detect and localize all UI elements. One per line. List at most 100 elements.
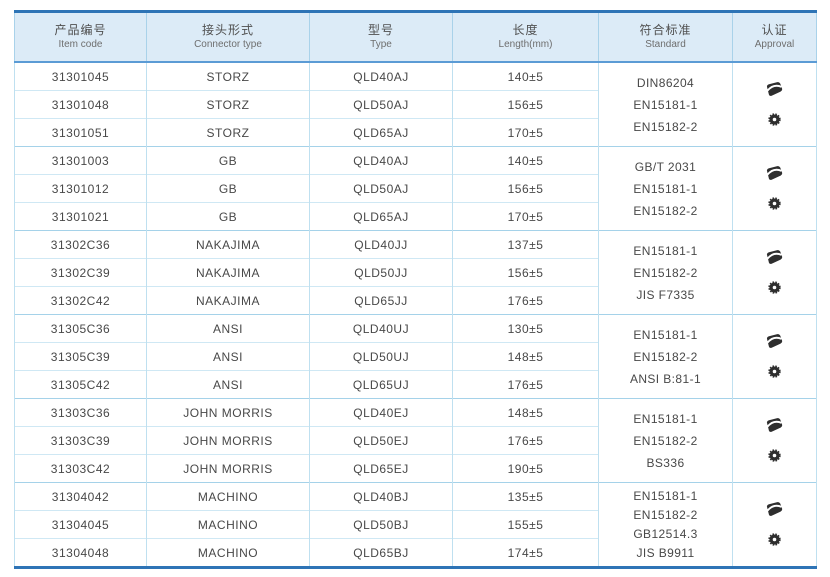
table-row: 31303C42 JOHN MORRIS QLD65EJ 190±5 <box>14 454 817 483</box>
column-header-approval: 认证 Approval <box>732 11 817 63</box>
cert-logo-icon <box>765 165 784 182</box>
standards-cell: EN15181-1 EN15182-2 ANSI B:81-1 <box>598 314 733 399</box>
item-code-cell: 31304045 <box>14 510 147 539</box>
connector-type-cell: JOHN MORRIS <box>146 398 310 427</box>
header-zh: 型号 <box>367 23 394 37</box>
connector-type-cell: MACHINO <box>146 510 310 539</box>
type-cell: QLD50UJ <box>309 342 453 371</box>
item-code-cell: 31305C36 <box>14 314 147 343</box>
length-cell: 190±5 <box>452 454 599 483</box>
standard-line: EN15182-2 <box>633 349 698 364</box>
length-cell: 156±5 <box>452 90 599 119</box>
header-en: Type <box>370 39 392 50</box>
standard-line: ANSI B:81-1 <box>629 371 702 386</box>
standard-line: EN15181-1 <box>633 488 698 503</box>
type-cell: QLD40EJ <box>309 398 453 427</box>
length-cell: 170±5 <box>452 118 599 147</box>
type-cell: QLD50AJ <box>309 90 453 119</box>
approval-cell <box>732 230 817 315</box>
length-cell: 130±5 <box>452 314 599 343</box>
header-en: Length(mm) <box>498 39 553 50</box>
connector-type-cell: STORZ <box>146 90 310 119</box>
table-row: 31301021 GB QLD65AJ 170±5 <box>14 202 817 231</box>
table-row: 31303C39 JOHN MORRIS QLD50EJ 176±5 <box>14 426 817 455</box>
header-zh: 符合标准 <box>639 23 692 37</box>
header-zh: 长度 <box>512 23 539 37</box>
standards-cell: DIN86204 EN15181-1 EN15182-2 <box>598 61 733 147</box>
type-cell: QLD65EJ <box>309 454 453 483</box>
column-header-length: 长度 Length(mm) <box>452 11 599 63</box>
standard-line: JIS F7335 <box>636 287 695 302</box>
standards-cell: EN15181-1 EN15182-2 BS336 <box>598 398 733 483</box>
table-row: 31302C39 NAKAJIMA QLD50JJ 156±5 <box>14 258 817 287</box>
length-cell: 148±5 <box>452 342 599 371</box>
item-code-cell: 31301021 <box>14 202 147 231</box>
table-row: 31301003 GB QLD40AJ 140±5 GB/T 2031 EN151… <box>14 146 817 231</box>
approval-icons <box>733 333 816 380</box>
type-cell: QLD50AJ <box>309 174 453 203</box>
item-code-cell: 31304042 <box>14 482 147 511</box>
item-code-cell: 31305C42 <box>14 370 147 399</box>
type-cell: QLD50BJ <box>309 510 453 539</box>
length-cell: 140±5 <box>452 146 599 175</box>
standard-line: EN15182-2 <box>633 433 698 448</box>
table-row: 31304048 MACHINO QLD65BJ 174±5 <box>14 538 817 568</box>
connector-type-cell: NAKAJIMA <box>146 286 310 315</box>
connector-type-cell: NAKAJIMA <box>146 230 310 259</box>
length-cell: 156±5 <box>452 174 599 203</box>
cert-logo-icon <box>765 249 784 266</box>
length-cell: 174±5 <box>452 538 599 568</box>
item-code-cell: 31301051 <box>14 118 147 147</box>
approval-icons <box>733 81 816 128</box>
item-code-cell: 31301003 <box>14 146 147 175</box>
connector-type-cell: NAKAJIMA <box>146 258 310 287</box>
type-cell: QLD40JJ <box>309 230 453 259</box>
cert-seal-icon <box>765 195 784 212</box>
connector-type-cell: MACHINO <box>146 482 310 511</box>
standard-line: EN15181-1 <box>633 327 698 342</box>
item-code-cell: 31303C36 <box>14 398 147 427</box>
cert-seal-icon <box>765 531 784 548</box>
item-code-cell: 31301045 <box>14 61 147 91</box>
item-code-cell: 31302C39 <box>14 258 147 287</box>
item-code-cell: 31303C39 <box>14 426 147 455</box>
item-code-cell: 31305C39 <box>14 342 147 371</box>
cert-seal-icon <box>765 447 784 464</box>
standard-line: GB12514.3 <box>633 526 698 541</box>
table-row: 31304042 MACHINO QLD40BJ 135±5 EN15181-1… <box>14 482 817 568</box>
standards-cell: EN15181-1 EN15182-2 JIS F7335 <box>598 230 733 315</box>
type-cell: QLD65AJ <box>309 118 453 147</box>
standard-line: DIN86204 <box>636 75 695 90</box>
table-row: 31305C39 ANSI QLD50UJ 148±5 <box>14 342 817 371</box>
product-spec-table-container: 产品编号 Item code 接头形式 Connector type 型号 Ty… <box>14 10 817 569</box>
table-row: 31301045 STORZ QLD40AJ 140±5 DIN86204 EN1… <box>14 61 817 147</box>
header-row: 产品编号 Item code 接头形式 Connector type 型号 Ty… <box>14 11 817 63</box>
type-cell: QLD40BJ <box>309 482 453 511</box>
header-en: Approval <box>754 39 795 50</box>
cert-logo-icon <box>765 333 784 350</box>
approval-icons <box>733 249 816 296</box>
length-cell: 170±5 <box>452 202 599 231</box>
cert-logo-icon <box>765 501 784 518</box>
cert-seal-icon <box>765 363 784 380</box>
connector-type-cell: GB <box>146 202 310 231</box>
type-cell: QLD65BJ <box>309 538 453 568</box>
length-cell: 156±5 <box>452 258 599 287</box>
type-cell: QLD65JJ <box>309 286 453 315</box>
connector-type-cell: JOHN MORRIS <box>146 454 310 483</box>
table-row: 31301048 STORZ QLD50AJ 156±5 <box>14 90 817 119</box>
item-code-cell: 31303C42 <box>14 454 147 483</box>
column-header-item-code: 产品编号 Item code <box>14 11 147 63</box>
table-row: 31305C36 ANSI QLD40UJ 130±5 EN15181-1 EN1… <box>14 314 817 399</box>
table-row: 31301012 GB QLD50AJ 156±5 <box>14 174 817 203</box>
cert-logo-icon <box>765 417 784 434</box>
standard-line: EN15181-1 <box>633 181 698 196</box>
header-zh: 接头形式 <box>201 23 254 37</box>
connector-type-cell: STORZ <box>146 118 310 147</box>
length-cell: 140±5 <box>452 61 599 91</box>
standard-line: EN15181-1 <box>633 97 698 112</box>
header-en: Connector type <box>194 39 262 50</box>
length-cell: 155±5 <box>452 510 599 539</box>
connector-type-cell: STORZ <box>146 61 310 91</box>
length-cell: 148±5 <box>452 398 599 427</box>
